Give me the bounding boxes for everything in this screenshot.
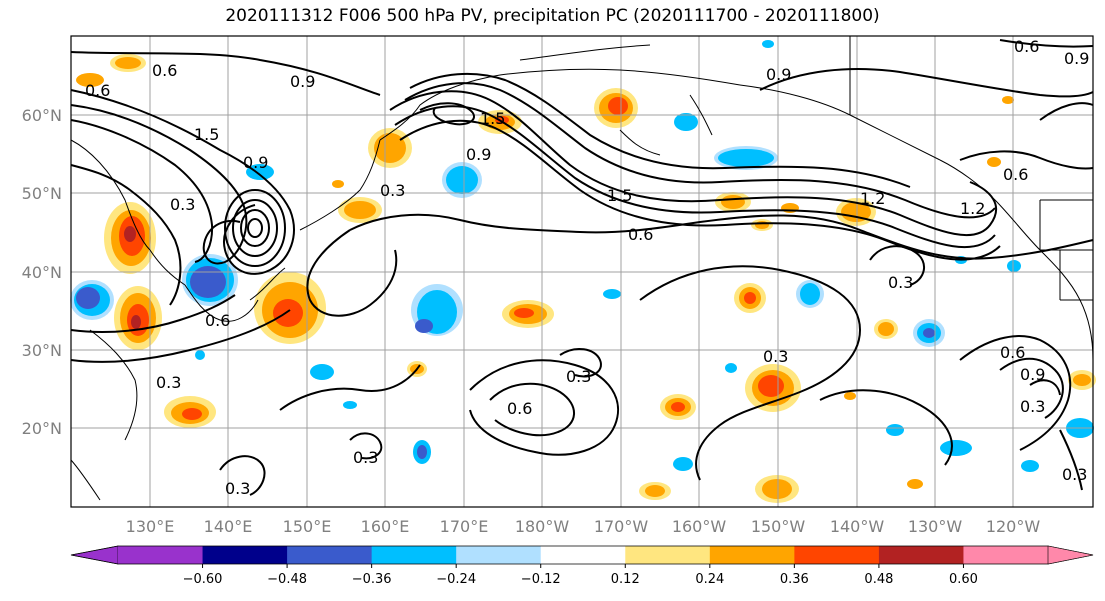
lat-label: 40°N — [22, 263, 62, 282]
lon-label: 140°W — [830, 517, 885, 536]
latitude-labels: 60°N 50°N 40°N 30°N 20°N — [22, 106, 62, 438]
colorbar-tick-label: −0.24 — [436, 572, 476, 587]
contour-label: 0.6 — [205, 311, 230, 330]
colorbar-tick-label: 0.48 — [864, 572, 893, 587]
colorbar-tick-label: −0.60 — [183, 572, 223, 587]
contour-label: 0.3 — [170, 195, 195, 214]
colorbar-cell — [794, 546, 880, 564]
lat-label: 60°N — [22, 106, 62, 125]
contour-label: 1.5 — [480, 109, 505, 128]
colorbar-cell — [540, 546, 626, 564]
colorbar-cell — [625, 546, 711, 564]
colorbar-tick-label: −0.12 — [521, 572, 561, 587]
colorbar-cell — [287, 546, 373, 564]
contour-label: 0.6 — [628, 225, 653, 244]
map-border — [70, 35, 1094, 508]
contour-label: 0.3 — [156, 373, 181, 392]
colorbar-tick-label: 0.12 — [611, 572, 640, 587]
colorbar-tick-label: 0.60 — [949, 572, 978, 587]
contour-label: 0.3 — [225, 479, 250, 498]
lat-label: 50°N — [22, 184, 62, 203]
colorbar-cell — [878, 546, 964, 564]
lon-label: 150°E — [283, 517, 332, 536]
lon-label: 120°W — [986, 517, 1041, 536]
lon-label: 180°W — [515, 517, 570, 536]
contour-label: 1.2 — [960, 199, 985, 218]
colorbar-arrow-min — [70, 545, 119, 565]
lon-label: 170°E — [440, 517, 489, 536]
lat-label: 30°N — [22, 341, 62, 360]
lon-label: 160°W — [672, 517, 727, 536]
contour-label: 0.3 — [888, 273, 913, 292]
colorbar-arrow-max — [1047, 545, 1094, 565]
contour-label: 0.3 — [566, 367, 591, 386]
contour-label: 0.6 — [1014, 37, 1039, 56]
colorbar-cell — [456, 546, 542, 564]
pv-contours — [70, 39, 1094, 496]
contour-label: 0.6 — [507, 399, 532, 418]
lon-label: 150°W — [751, 517, 806, 536]
lon-label: 160°E — [361, 517, 410, 536]
contour-label: 0.6 — [1003, 165, 1028, 184]
longitude-labels: 130°E 140°E 150°E 160°E 170°E 180°W 170°… — [126, 517, 1041, 536]
lat-label: 20°N — [22, 419, 62, 438]
contour-label: 1.2 — [860, 189, 885, 208]
colorbar-cell — [202, 546, 288, 564]
colorbar-cell — [371, 546, 457, 564]
contour-label: 0.9 — [1064, 49, 1089, 68]
contour-label: 0.6 — [152, 61, 177, 80]
contour-label: 0.3 — [1062, 465, 1087, 484]
contour-label: 0.3 — [380, 181, 405, 200]
colorbar-cell — [118, 546, 204, 564]
contour-label: 0.9 — [1020, 365, 1045, 384]
contour-label: 0.3 — [353, 448, 378, 467]
contour-label: 0.9 — [243, 153, 268, 172]
contour-label: 0.6 — [1000, 343, 1025, 362]
colorbar-tick-label: −0.48 — [267, 572, 307, 587]
contour-label: 0.9 — [466, 145, 491, 164]
colorbar-cell — [963, 546, 1049, 564]
contour-label: 1.5 — [194, 125, 219, 144]
map-title: 2020111312 F006 500 hPa PV, precipitatio… — [225, 6, 880, 26]
lon-label: 170°W — [594, 517, 649, 536]
colorbar-tick-label: 0.36 — [780, 572, 809, 587]
colorbar-tick-label: −0.36 — [352, 572, 392, 587]
colorbar: −0.60 −0.48 −0.36 −0.24 −0.12 0.12 0.24 0.36 0.4… — [70, 545, 1094, 587]
lon-label: 130°W — [908, 517, 963, 536]
colorbar-tick-label: 0.24 — [695, 572, 724, 587]
lon-label: 130°E — [126, 517, 175, 536]
contour-label: 0.3 — [763, 347, 788, 366]
contour-label: 0.9 — [290, 72, 315, 91]
contour-label: 0.3 — [1020, 397, 1045, 416]
contour-label: 0.9 — [766, 65, 791, 84]
contour-label: 0.6 — [85, 81, 110, 100]
contour-label: 1.5 — [607, 186, 632, 205]
coastlines — [70, 36, 1094, 501]
pv-contour-labels: 0.6 0.9 0.6 0.9 1.5 0.9 0.3 0.9 1.5 1.2 … — [85, 37, 1089, 498]
colorbar-cell — [709, 546, 795, 564]
lon-label: 140°E — [204, 517, 253, 536]
